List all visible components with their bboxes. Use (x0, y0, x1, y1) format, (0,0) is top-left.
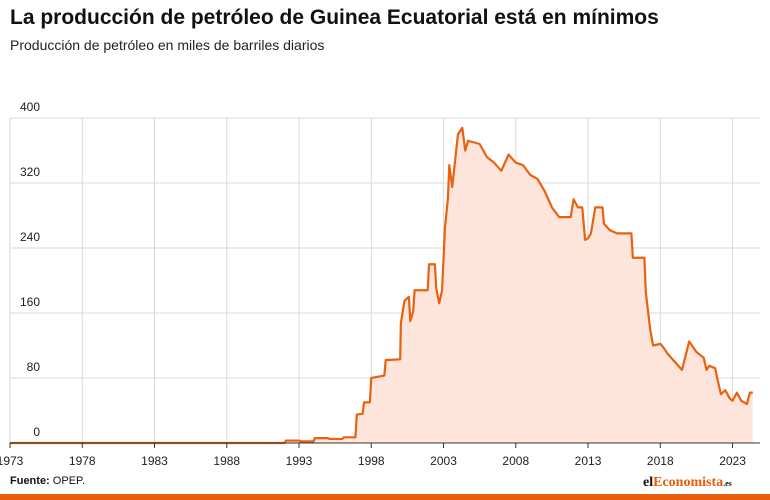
brand-bar (0, 494, 770, 500)
logo-part-tld: .es (723, 479, 732, 488)
source-label: Fuente: (10, 475, 50, 487)
x-tick-label-1978: 1978 (69, 454, 96, 468)
y-tick-label-160: 160 (20, 295, 40, 309)
y-tick-labels: 0 80 160 240 320 400 (20, 100, 40, 439)
x-tick-label-1983: 1983 (141, 454, 168, 468)
oil-production-chart: 0 80 160 240 320 400 1973 1978 1983 1988 1993 1998… (0, 100, 760, 468)
y-tick-label-400: 400 (20, 100, 40, 114)
chart-subtitle: Producción de petróleo en miles de barri… (10, 37, 325, 53)
x-tick-label-2018: 2018 (647, 454, 674, 468)
logo-part-economista: Economista (653, 475, 724, 490)
production-line (10, 126, 753, 445)
x-tick-label-2003: 2003 (430, 454, 457, 468)
y-tick-label-320: 320 (20, 165, 40, 179)
chart-title: La producción de petróleo de Guinea Ecua… (10, 6, 659, 29)
logo-part-el: el (643, 475, 654, 490)
x-tick-label-1993: 1993 (286, 454, 313, 468)
x-tick-label-1973: 1973 (0, 454, 24, 468)
x-tick-label-1988: 1988 (213, 454, 240, 468)
x-tick-label-2013: 2013 (575, 454, 602, 468)
source-note: Fuente: OPEP. (10, 475, 85, 487)
x-tick-label-2023: 2023 (719, 454, 746, 468)
y-tick-label-80: 80 (27, 360, 41, 374)
y-tick-label-240: 240 (20, 230, 40, 244)
x-tick-label-2008: 2008 (502, 454, 529, 468)
production-area (10, 127, 753, 443)
eleconomista-logo: elEconomista.es (643, 475, 732, 491)
source-value: OPEP. (52, 475, 86, 487)
x-tick-label-1998: 1998 (358, 454, 385, 468)
x-tick-labels: 1973 1978 1983 1988 1993 1998 2003 2008 2013 2018… (0, 443, 746, 468)
y-tick-label-0: 0 (33, 425, 40, 439)
